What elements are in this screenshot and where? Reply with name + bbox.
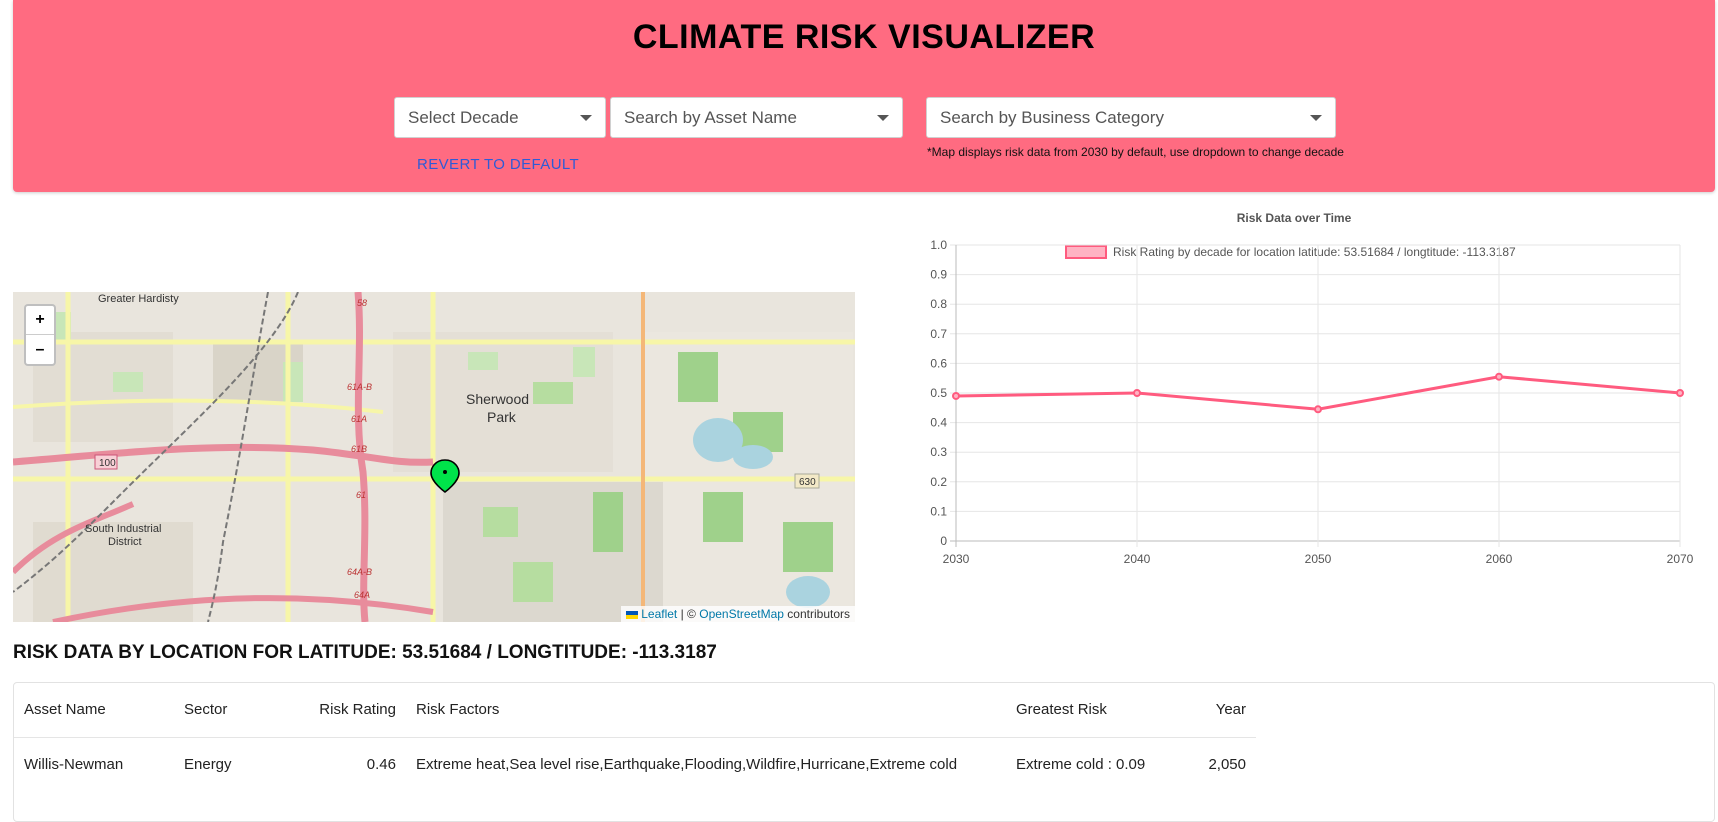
chart-legend-swatch — [1065, 245, 1107, 259]
leaflet-link[interactable]: Leaflet — [641, 607, 678, 621]
chart-data-point[interactable] — [1133, 389, 1141, 397]
chart-y-ticks: 0 0.1 0.2 0.3 0.4 0.5 0.6 0.7 0.8 0.9 1.0 — [930, 238, 947, 548]
map-label-greater-hardisty: Greater Hardisty — [98, 293, 179, 305]
table-row: Willis-Newman Energy 0.46 Extreme heat,S… — [14, 736, 1256, 791]
chart-points — [952, 372, 1684, 414]
map-label-south-industrial: South Industrial — [85, 523, 161, 535]
y-tick-label: 0.5 — [930, 386, 947, 400]
map-label-district: District — [108, 536, 142, 548]
table-header-row: Asset Name Sector Risk Rating Risk Facto… — [14, 683, 1256, 737]
y-tick-label: 0.4 — [930, 416, 947, 430]
map-label-sherwood: Sherwood — [466, 391, 529, 407]
map-label-64a: 64A — [354, 590, 370, 600]
asset-name-search-placeholder: Search by Asset Name — [624, 107, 797, 127]
x-tick-label: 2070 — [1667, 552, 1694, 566]
risk-over-time-chart: Risk Data over Time Risk Rating by decad… — [930, 211, 1694, 566]
asset-name-search[interactable]: Search by Asset Name — [610, 97, 903, 138]
page-title: CLIMATE RISK VISUALIZER — [632, 18, 1096, 56]
y-tick-label: 0.9 — [930, 268, 947, 282]
column-header-asset-name[interactable]: Asset Name — [24, 701, 106, 719]
header-banner: CLIMATE RISK VISUALIZER Select Decade Se… — [13, 0, 1715, 192]
zoom-in-button[interactable]: + — [26, 306, 54, 335]
chevron-down-icon — [877, 114, 889, 121]
chart-data-point[interactable] — [952, 391, 960, 400]
y-tick-label: 0.2 — [930, 475, 947, 489]
openstreetmap-link[interactable]: OpenStreetMap — [699, 607, 784, 621]
y-tick-label: 0.6 — [930, 356, 947, 370]
risk-data-table: Asset Name Sector Risk Rating Risk Facto… — [14, 683, 1256, 791]
map-label-100: 100 — [99, 458, 116, 469]
map-label-64a-b: 64A-B — [347, 567, 372, 577]
chart-title: Risk Data over Time — [1237, 211, 1352, 225]
chevron-down-icon — [1310, 114, 1322, 121]
risk-data-section-title: RISK DATA BY LOCATION FOR LATITUDE: 53.5… — [13, 642, 717, 663]
decade-select[interactable]: Select Decade — [394, 97, 606, 138]
map-label-61: 61 — [356, 490, 366, 500]
cell-asset-name: Willis-Newman — [14, 736, 174, 791]
map-label-61a-b: 61A-B — [347, 382, 372, 392]
chart-data-point[interactable] — [1676, 389, 1684, 397]
cell-sector: Energy — [174, 736, 284, 791]
zoom-control: + – — [24, 304, 56, 366]
business-category-search-placeholder: Search by Business Category — [940, 107, 1164, 127]
map-label-park: Park — [487, 409, 517, 425]
y-tick-label: 0.8 — [930, 297, 947, 311]
chart-data-point[interactable] — [1314, 405, 1322, 414]
business-category-search[interactable]: Search by Business Category — [926, 97, 1336, 138]
map-label-58: 58 — [357, 298, 367, 308]
zoom-out-button[interactable]: – — [35, 340, 45, 358]
chevron-down-icon — [580, 114, 592, 121]
y-tick-label: 0.1 — [930, 504, 947, 518]
column-header-greatest-risk[interactable]: Greatest Risk — [1016, 701, 1107, 719]
location-marker-icon[interactable] — [430, 459, 460, 493]
x-tick-label: 2040 — [1124, 552, 1151, 566]
chart-legend-label[interactable]: Risk Rating by decade for location latit… — [1113, 245, 1516, 259]
x-tick-label: 2030 — [943, 552, 970, 566]
attribution-contributors: contributors — [787, 607, 850, 621]
column-header-sector[interactable]: Sector — [184, 701, 228, 719]
y-tick-label: 0.3 — [930, 445, 947, 459]
cell-greatest-risk: Extreme cold : 0.09 — [1006, 736, 1166, 791]
y-tick-label: 1.0 — [930, 238, 947, 252]
map-label-61b: 61B — [351, 444, 367, 454]
cell-year: 2,050 — [1166, 736, 1256, 791]
attribution-separator: | © — [680, 607, 696, 621]
map-tiles: Greater Hardisty Sherwood Park South Ind… — [13, 292, 855, 622]
decade-select-placeholder: Select Decade — [408, 107, 519, 127]
y-tick-label: 0 — [940, 534, 947, 548]
cell-risk-rating: 0.46 — [284, 736, 406, 791]
map-label-630: 630 — [799, 477, 816, 488]
chart-data-point[interactable] — [1495, 372, 1503, 381]
map-label-61a: 61A — [351, 414, 367, 424]
map-view[interactable]: Greater Hardisty Sherwood Park South Ind… — [13, 292, 855, 622]
risk-data-table-card: Asset Name Sector Risk Rating Risk Facto… — [13, 682, 1715, 822]
column-header-risk-rating[interactable]: Risk Rating — [319, 701, 396, 719]
ukraine-flag-icon — [626, 610, 639, 619]
column-header-year[interactable]: Year — [1215, 701, 1246, 719]
map-default-note: *Map displays risk data from 2030 by def… — [927, 145, 1344, 159]
revert-to-default-button[interactable]: REVERT TO DEFAULT — [417, 156, 580, 173]
cell-risk-factors: Extreme heat,Sea level rise,Earthquake,F… — [406, 736, 1006, 791]
chart-grid — [950, 244, 1681, 547]
x-tick-label: 2050 — [1305, 552, 1332, 566]
map-attribution: Leaflet | © OpenStreetMap contributors — [621, 606, 855, 622]
x-tick-label: 2060 — [1486, 552, 1513, 566]
chart-x-ticks: 2030 2040 2050 2060 2070 — [943, 552, 1694, 566]
column-header-risk-factors[interactable]: Risk Factors — [416, 701, 500, 719]
y-tick-label: 0.7 — [930, 327, 947, 341]
